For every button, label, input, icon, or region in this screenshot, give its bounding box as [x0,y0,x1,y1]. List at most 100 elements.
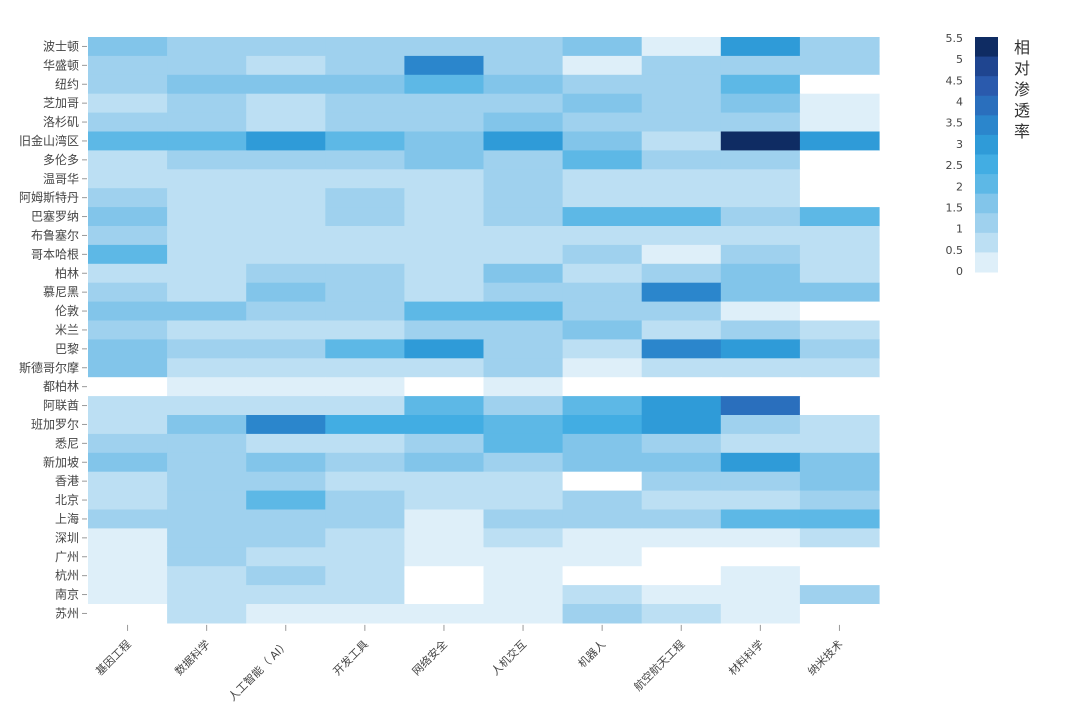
heatmap-cell [167,358,247,378]
legend-tick-label: 0 [956,265,963,278]
heatmap-cell [720,55,801,76]
heatmap-cell [799,55,880,76]
heatmap-cell [88,452,168,473]
heatmap-cell [720,169,801,189]
heatmap-cell [562,377,643,397]
heatmap-cell [562,301,643,322]
heatmap-cell [483,74,564,95]
heatmap-cell [404,396,485,416]
heatmap-cell [88,226,168,246]
heatmap-cell [325,566,405,586]
legend-tick-label: 3 [956,138,963,151]
x-tick-label: 开发工具 [330,637,371,678]
heatmap-cell [799,339,880,359]
heatmap-cell [167,566,247,586]
heatmap-cell [799,433,880,454]
heatmap-cell [325,490,405,511]
heatmap-cell [483,282,564,303]
heatmap-cell [720,131,801,151]
heatmap-cell [167,452,247,473]
x-tick-label: 网络安全 [409,637,450,678]
heatmap-cell [562,74,643,95]
y-tick-label: 米兰 [55,323,79,337]
heatmap-cell [404,585,485,605]
heatmap-cell [167,244,247,265]
y-tick-label: 巴塞罗纳 [31,209,79,224]
heatmap-cell [404,188,485,208]
heatmap-cell [404,150,485,170]
heatmap-cell [325,358,405,378]
y-tick-label: 波士顿 [43,39,79,53]
y-tick-label: 都柏林 [43,379,79,394]
heatmap-cell [483,604,564,624]
heatmap-cell [720,244,801,265]
heatmap-cell [404,415,485,435]
heatmap-cell [88,301,168,322]
heatmap-cell [325,150,405,170]
heatmap-cell [641,263,722,284]
heatmap-cell [720,490,801,511]
heatmap-cell [562,490,643,511]
color-legend: 5.5 5 4.5 4 3.5 3 2.5 2 1.5 1 0.5 0 相对渗透率 [946,32,1031,278]
heatmap-cell [562,188,643,208]
heatmap-cell [562,226,643,246]
heatmap-cell [562,282,643,303]
y-tick-label: 巴黎 [55,342,79,356]
heatmap-cell [562,358,643,378]
heatmap-cell [246,150,326,170]
heatmap-cell [641,282,722,303]
heatmap-cell [88,547,168,567]
heatmap-cell [325,74,405,95]
heatmap-cell [799,320,880,340]
heatmap-cell [88,263,168,284]
heatmap-cell [483,244,564,265]
heatmap-cell [246,263,326,284]
heatmap-cell [246,566,326,586]
heatmap-cell [720,528,801,548]
heatmap-cell [325,585,405,605]
y-tick-label: 新加坡 [43,454,79,469]
heatmap-cell [641,74,722,95]
heatmap-cell [720,415,801,435]
heatmap-cell [325,415,405,435]
heatmap-cell [325,37,405,57]
heatmap-cell [641,396,722,416]
heatmap-cell [167,509,247,529]
heatmap-cell [799,93,880,114]
y-tick-label: 芝加哥 [43,95,79,110]
heatmap-cell [246,604,326,624]
legend-swatch [975,213,998,234]
heatmap-cell [562,263,643,284]
y-tick-label: 纽约 [55,76,79,91]
heatmap-cell [167,112,247,133]
heatmap-cell [720,377,801,397]
heatmap-cell [404,320,485,340]
heatmap-cell [167,377,247,397]
heatmap-cell [88,509,168,529]
heatmap-cell [167,74,247,95]
heatmap-cell [88,207,168,227]
x-tick-label: 航空航天工程 [631,637,688,694]
x-tick-label: 机器人 [575,637,608,670]
heatmap-cell [88,604,168,624]
legend-ticks: 5.5 5 4.5 4 3.5 3 2.5 2 1.5 1 0.5 0 [946,32,964,278]
heatmap-cell [88,377,168,397]
x-tick-label: 人机交互 [488,637,529,678]
heatmap-cell [88,169,168,189]
legend-tick-label: 2 [956,180,963,193]
heatmap-cell [799,37,880,57]
heatmap-cell [404,263,485,284]
heatmap-cell [483,358,564,378]
heatmap-cell [799,396,880,416]
heatmap-cell [88,37,168,57]
heatmap-cell [641,320,722,340]
heatmap-cell [246,55,326,76]
heatmap-cell [799,150,880,170]
heatmap-cell [88,566,168,586]
heatmap-cell [88,55,168,76]
heatmap-cell [483,396,564,416]
heatmap-cell [720,452,801,473]
heatmap-cell [641,377,722,397]
heatmap-cell [799,131,880,151]
heatmap-cell [88,528,168,548]
